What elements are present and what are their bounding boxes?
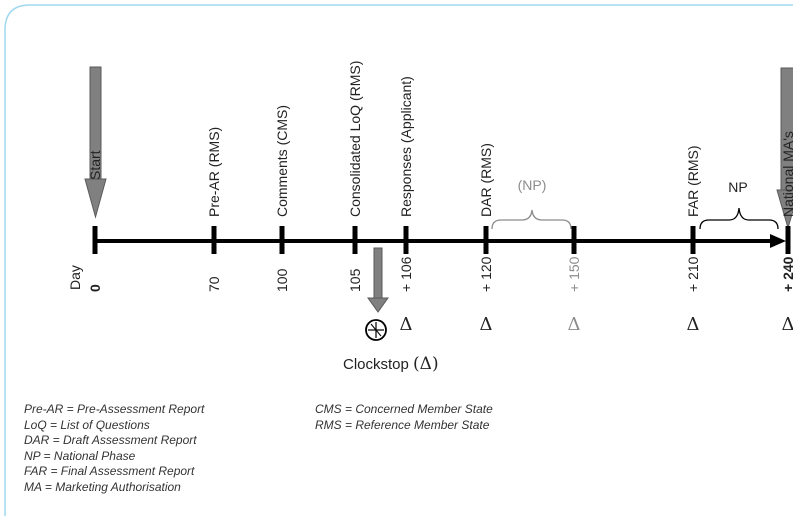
milestone-day: 70 bbox=[206, 276, 222, 292]
milestone-0: Start 0 bbox=[87, 150, 103, 292]
milestone-150: + 150 Δ bbox=[566, 226, 582, 335]
milestone-240: National MA's + 240 Δ bbox=[780, 131, 793, 335]
milestone-tick bbox=[571, 226, 577, 254]
milestone-label: Start bbox=[87, 150, 103, 180]
milestone-day: 0 bbox=[87, 284, 103, 292]
phase-label-np: NP bbox=[728, 179, 747, 195]
milestone-100: Comments (CMS) 100 bbox=[274, 105, 290, 292]
milestone-tick bbox=[352, 226, 358, 254]
milestone-label: Responses (Applicant) bbox=[398, 76, 414, 217]
milestone-delta: Δ bbox=[480, 314, 493, 335]
milestone-120: DAR (RMS) + 120 Δ bbox=[478, 143, 494, 335]
clockstop-arrow-icon bbox=[367, 247, 389, 313]
timeline-diagram: (NP) NP Day Start 0 Pre-AR (RMS) 70 Comments… bbox=[67, 61, 793, 341]
phase-label-np-grey: (NP) bbox=[518, 177, 547, 193]
milestone-label: Consolidated LoQ (RMS) bbox=[347, 61, 363, 217]
start-arrow-icon bbox=[84, 66, 107, 219]
legend-abbreviations: Pre-AR = Pre-Assessment Report LoQ = Lis… bbox=[24, 402, 204, 495]
milestone-delta: Δ bbox=[400, 314, 413, 335]
legend-item: Pre-AR = Pre-Assessment Report bbox=[24, 402, 205, 416]
legend-item: MA = Marketing Authorisation bbox=[24, 479, 181, 494]
milestone-tick bbox=[785, 226, 791, 254]
national-ma-arrow-icon bbox=[776, 67, 793, 230]
milestone-label: Comments (CMS) bbox=[274, 105, 290, 217]
milestone-day: + 210 bbox=[685, 256, 701, 292]
clockstop-label: Clockstop (Δ) bbox=[343, 354, 439, 374]
milestone-delta: Δ bbox=[687, 314, 700, 335]
legend-item: LoQ = List of Questions bbox=[24, 417, 150, 432]
milestone-label: FAR (RMS) bbox=[685, 145, 701, 217]
phase-bracket-np bbox=[699, 207, 779, 230]
milestone-day: 100 bbox=[274, 268, 290, 292]
milestone-tick bbox=[92, 226, 98, 254]
milestone-label: DAR (RMS) bbox=[478, 143, 494, 217]
timeline-arrowhead bbox=[770, 234, 786, 248]
milestone-tick bbox=[690, 226, 696, 254]
milestone-delta: Δ bbox=[782, 314, 793, 335]
legend-item: NP = National Phase bbox=[24, 448, 136, 463]
milestone-tick bbox=[211, 226, 217, 254]
day-label: Day bbox=[67, 265, 83, 290]
clockstop-symbol: (Δ) bbox=[413, 354, 439, 374]
legend-member-states: CMS = Concerned Member State RMS = Refer… bbox=[315, 402, 493, 433]
milestone-day: + 120 bbox=[478, 256, 494, 292]
milestone-day: 105 bbox=[347, 268, 363, 292]
milestone-tick bbox=[403, 226, 409, 254]
milestone-105: Consolidated LoQ (RMS) 105 bbox=[347, 61, 363, 292]
milestone-210: FAR (RMS) + 210 Δ bbox=[685, 145, 701, 335]
milestone-day: + 240 bbox=[780, 256, 793, 292]
legend-item: DAR = Draft Assessment Report bbox=[24, 433, 197, 447]
milestone-day: + 150 bbox=[566, 256, 582, 292]
milestone-delta: Δ bbox=[568, 314, 581, 335]
milestones: Start 0 Pre-AR (RMS) 70 Comments (CMS) 100 Con… bbox=[87, 61, 793, 335]
milestone-106: Responses (Applicant) + 106 Δ bbox=[398, 76, 414, 335]
milestone-day: + 106 bbox=[398, 256, 414, 292]
legend-item: RMS = Reference Member State bbox=[315, 417, 490, 432]
milestone-label: Pre-AR (RMS) bbox=[206, 127, 222, 217]
phase-bracket-np-grey bbox=[491, 209, 572, 230]
legend-item: FAR = Final Assessment Report bbox=[24, 464, 195, 478]
legend-item: CMS = Concerned Member State bbox=[315, 402, 493, 416]
milestone-70: Pre-AR (RMS) 70 bbox=[206, 127, 222, 292]
milestone-label: National MA's bbox=[780, 131, 793, 217]
milestone-tick bbox=[483, 226, 489, 254]
clock-icon bbox=[365, 319, 387, 341]
milestone-tick bbox=[279, 226, 285, 254]
clockstop-text: Clockstop bbox=[343, 356, 409, 373]
